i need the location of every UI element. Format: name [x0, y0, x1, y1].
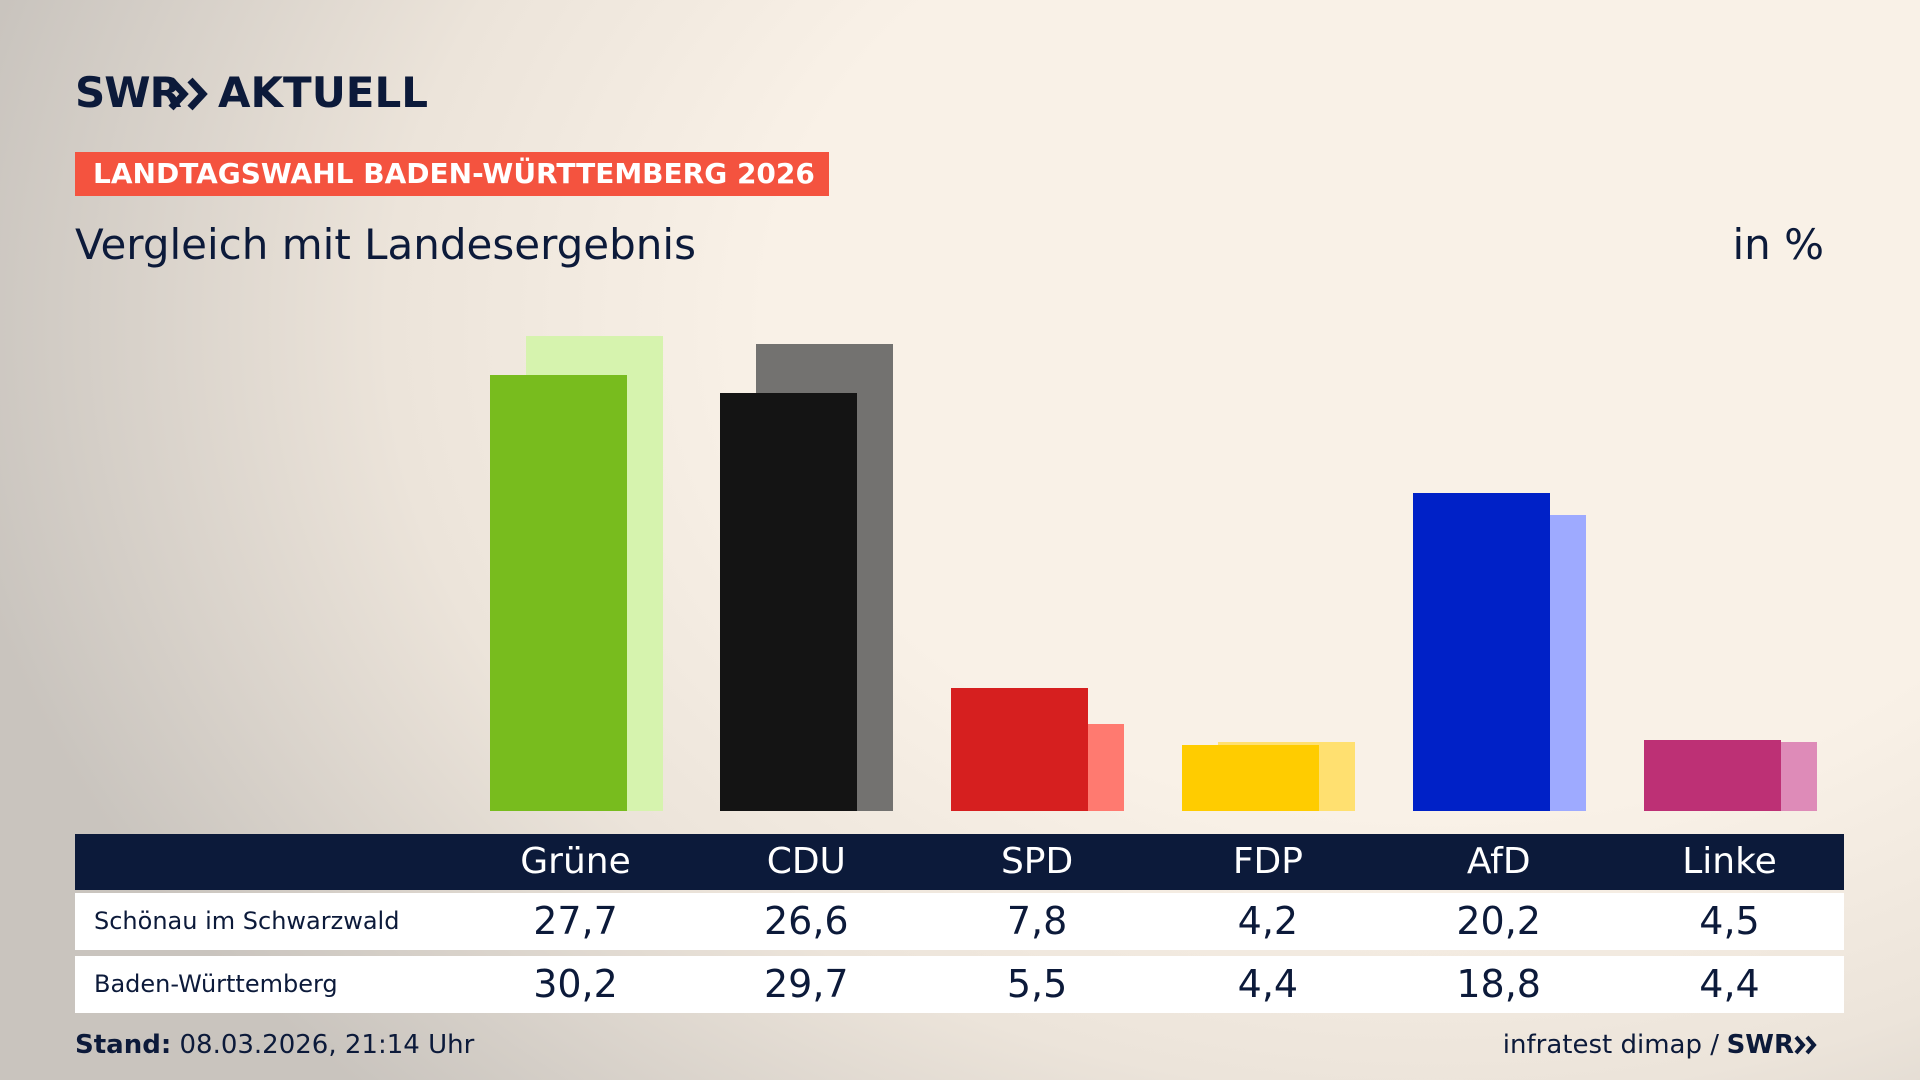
value-cell: 4,5 — [1699, 899, 1760, 943]
value-cell: 4,4 — [1237, 962, 1299, 1006]
footer-brand: SWR — [1727, 1030, 1820, 1060]
value-cell: 26,6 — [763, 899, 849, 943]
column-header: Linke — [1682, 841, 1777, 882]
value-cell: 7,8 — [1006, 899, 1068, 943]
section: AKTUELL — [218, 68, 429, 117]
source: infratest dimap / — [1502, 1030, 1719, 1060]
bar — [1643, 740, 1781, 811]
footer-chevrons — [1794, 1035, 1817, 1055]
value-cell: 27,7 — [533, 899, 618, 943]
value-cell: 20,2 — [1456, 899, 1541, 943]
table-header: Grüne CDU SPD FDP AfD Linke — [75, 834, 1844, 890]
table-row: Baden-Württemberg 30,2 29,7 5,5 4,4 18,8 4,4 — [75, 956, 1844, 1013]
value-cell: 5,5 — [1006, 962, 1068, 1006]
stand-date: 08.03.2026, 21:14 Uhr — [179, 1030, 475, 1060]
value-cell: 29,7 — [763, 962, 849, 1006]
column-header: CDU — [766, 841, 846, 882]
chart-title: Vergleich mit Landesergebnis — [75, 220, 696, 269]
column-header: FDP — [1232, 841, 1303, 882]
row-label: Schönau im Schwarzwald — [94, 907, 400, 935]
bar — [1412, 493, 1550, 811]
footer-brand-text: SWR — [1726, 1030, 1794, 1060]
column-header: Grüne — [520, 841, 631, 882]
bar — [1181, 744, 1319, 811]
unit: in % — [1732, 220, 1824, 269]
stand-label: Stand: — [75, 1030, 172, 1060]
badge: LANDTAGSWAHL BADEN-WÜRTTEMBERG 2026 — [75, 152, 829, 196]
column-header: AfD — [1466, 841, 1531, 882]
value-cell: 4,4 — [1699, 962, 1760, 1006]
brand: SWR — [75, 68, 182, 117]
value-cell: 18,8 — [1456, 962, 1541, 1006]
brand-chevrons — [168, 77, 208, 111]
bar — [720, 392, 858, 811]
column-header: SPD — [1000, 841, 1074, 882]
value-cell: 30,2 — [533, 962, 618, 1006]
stand: Stand: 08.03.2026, 21:14 Uhr — [75, 1030, 474, 1060]
row-label: Baden-Württemberg — [94, 970, 338, 998]
bar — [951, 688, 1089, 811]
plot — [489, 335, 1817, 811]
value-cell: 4,2 — [1237, 899, 1299, 943]
table-row: Schönau im Schwarzwald 27,7 26,6 7,8 4,2 20,… — [75, 893, 1844, 950]
bar — [489, 375, 627, 811]
